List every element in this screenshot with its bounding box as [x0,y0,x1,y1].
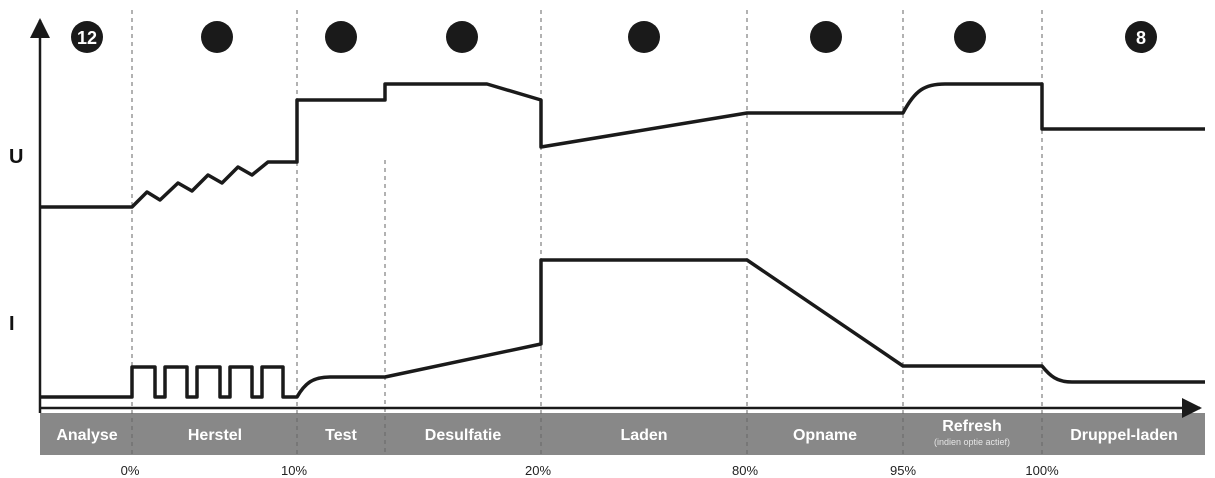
stage-label-refresh: Refresh [942,418,1002,435]
stage-markers: 12 8 [71,21,1157,53]
stage-label-desulfatie: Desulfatie [425,427,502,444]
percent-tick-80: 80% [732,463,758,478]
voltage-curve [40,82,1205,209]
percent-tick-100: 100% [1025,463,1059,478]
marker-test [325,21,357,53]
stage-label-laden: Laden [620,427,667,444]
marker-druppel-laden: 8 [1125,21,1157,53]
stage-label-druppel-laden: Druppel-laden [1070,427,1178,444]
voltage-axis-label: U [9,146,23,168]
stage-labels: Analyse Herstel Test Desulfatie Laden Op… [56,418,1177,447]
stage-label-herstel: Herstel [188,427,242,444]
marker-opname [810,21,842,53]
current-curve [40,258,1205,399]
marker-herstel [201,21,233,53]
percent-tick-0: 0% [121,463,140,478]
percent-ticks: 0% 10% 20% 80% 95% 100% [121,463,1059,478]
stage-dividers [131,10,1043,455]
stage-band [40,413,1205,455]
percent-tick-10: 10% [281,463,307,478]
marker-refresh [954,21,986,53]
stage-label-opname: Opname [793,427,857,444]
marker-analyse-number: 12 [77,28,97,48]
marker-analyse: 12 [71,21,103,53]
stage-sublabel-refresh: (indien optie actief) [934,437,1010,447]
current-axis-label: I [9,313,15,335]
percent-tick-20: 20% [525,463,551,478]
percent-tick-95: 95% [890,463,916,478]
stage-label-test: Test [325,427,357,444]
marker-desulfatie [446,21,478,53]
marker-laden [628,21,660,53]
stage-label-analyse: Analyse [56,427,117,444]
marker-druppel-laden-number: 8 [1136,28,1146,48]
